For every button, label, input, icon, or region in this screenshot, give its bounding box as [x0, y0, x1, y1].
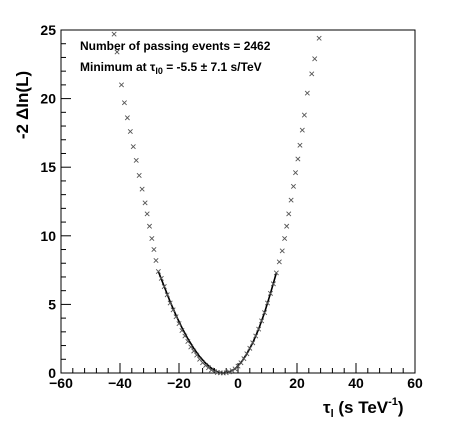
data-point: [194, 352, 200, 358]
data-point: [301, 112, 307, 118]
data-point: [170, 307, 176, 313]
data-point: [149, 236, 155, 242]
data-point: [111, 31, 117, 37]
data-point: [293, 170, 299, 176]
data-point: [139, 186, 145, 192]
data-point: [146, 223, 153, 229]
data-point: [151, 247, 157, 253]
data-point: [185, 338, 191, 344]
x-axis-title-subscript: l: [331, 408, 334, 420]
data-point: [299, 127, 305, 133]
data-point: [205, 365, 212, 371]
data-point: [247, 345, 253, 351]
data-point: [286, 211, 292, 217]
y-tick-label: 15: [40, 159, 56, 175]
data-point: [164, 292, 170, 298]
fit-curve: [157, 271, 278, 374]
x-axis-title-symbol: τ: [323, 398, 331, 417]
data-point: [188, 344, 194, 350]
x-tick-label: 0: [234, 375, 242, 391]
data-points: [111, 31, 322, 376]
x-axis: −60 −40 −20 0 20 40 60: [49, 363, 423, 391]
y-tick-label: 5: [48, 296, 56, 312]
data-point: [114, 49, 120, 55]
data-point: [316, 35, 322, 41]
x-axis-title: τl (s TeV-1): [323, 396, 404, 420]
data-point: [179, 327, 185, 333]
data-point: [229, 368, 235, 374]
x-tick-label: 60: [407, 375, 423, 391]
x-tick-label: −60: [49, 375, 73, 391]
x-axis-title-close: ): [398, 398, 404, 417]
data-point: [136, 172, 142, 178]
data-point: [282, 236, 288, 242]
data-point: [309, 71, 315, 77]
data-point: [267, 290, 273, 296]
data-point: [153, 257, 159, 264]
data-point: [238, 360, 244, 366]
annotation-minimum: Minimum at τl0 = -5.5 ± 7.1 s/TeV: [80, 60, 262, 76]
data-point: [161, 284, 167, 290]
data-point: [158, 275, 164, 281]
data-point: [256, 326, 262, 332]
data-point: [273, 270, 279, 276]
data-point: [241, 356, 247, 362]
data-point: [276, 259, 282, 265]
data-point: [176, 321, 182, 327]
y-tick-label: 20: [40, 91, 56, 107]
y-tick-label: 10: [40, 228, 56, 244]
data-point: [124, 115, 130, 121]
y-tick-label: 0: [48, 365, 56, 381]
y-tick-label: 25: [40, 22, 56, 38]
data-point: [290, 183, 296, 189]
data-point: [253, 333, 259, 339]
fit-curve-layer: [157, 271, 278, 374]
data-point: [297, 142, 303, 148]
x-axis-title-superscript: -1: [388, 396, 398, 408]
data-point: [284, 223, 290, 229]
data-point: [259, 318, 265, 324]
data-point: [288, 197, 294, 203]
x-tick-label: 40: [348, 375, 364, 391]
data-point: [250, 340, 256, 346]
data-point: [208, 367, 214, 373]
data-point: [244, 351, 250, 357]
data-point: [155, 268, 161, 274]
data-point: [173, 314, 179, 320]
y-axis-title: -2 ΔIn(L): [13, 71, 32, 139]
annotation-minimum-value: = -5.5 ± 7.1 s/TeV: [163, 60, 262, 74]
x-tick-label: 20: [289, 375, 305, 391]
data-point: [304, 90, 310, 96]
x-axis-title-units: (s TeV: [334, 398, 389, 417]
y-axis: 0 5 10 15 20 25: [40, 22, 71, 381]
data-point: [226, 369, 232, 375]
data-point: [312, 56, 318, 62]
data-point: [182, 333, 188, 339]
data-point: [191, 348, 197, 354]
data-point: [130, 144, 136, 150]
data-point: [223, 370, 229, 376]
data-point: [295, 156, 301, 162]
data-point: [118, 82, 124, 88]
annotation-passing-events: Number of passing events = 2462: [80, 39, 271, 53]
annotation-minimum-subscript: l0: [155, 66, 163, 76]
data-point: [167, 300, 173, 306]
data-point: [133, 157, 139, 163]
data-point: [211, 368, 217, 375]
x-tick-label: −40: [108, 375, 132, 391]
data-point: [264, 300, 271, 306]
data-point: [142, 200, 148, 206]
data-point: [270, 281, 276, 287]
data-point: [127, 129, 133, 135]
data-point: [144, 211, 150, 217]
data-point: [121, 100, 127, 106]
x-tick-label: −20: [167, 375, 191, 391]
data-point: [262, 310, 268, 316]
data-point: [279, 248, 285, 254]
annotation-minimum-prefix: Minimum at τ: [80, 60, 156, 74]
